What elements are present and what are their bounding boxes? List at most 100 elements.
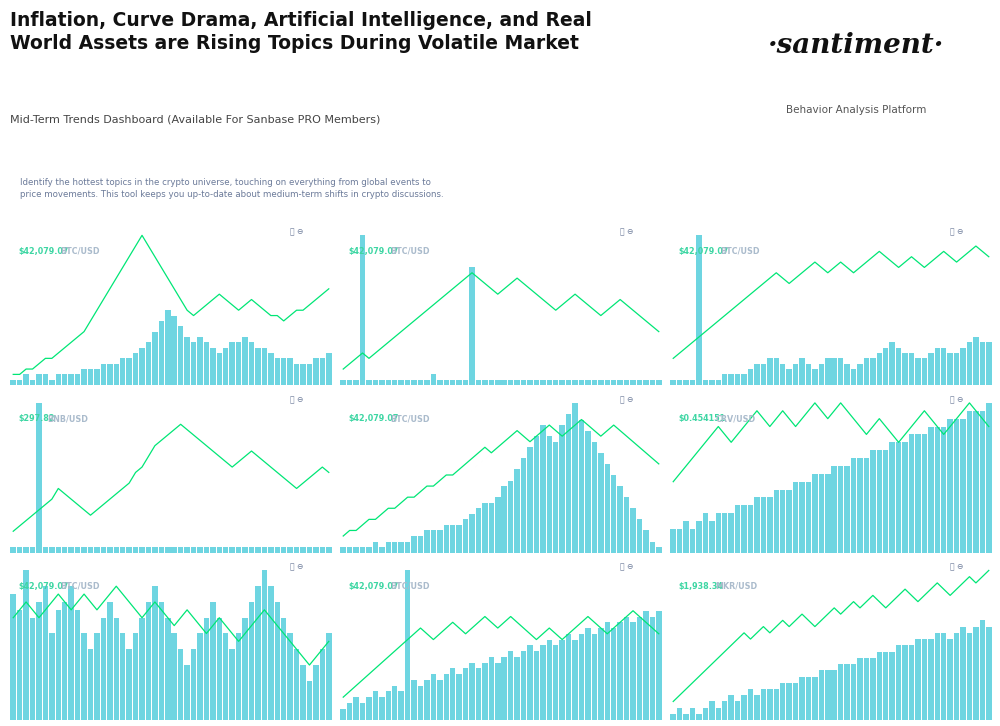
Bar xyxy=(405,571,410,720)
Bar xyxy=(928,639,934,720)
Bar xyxy=(353,380,359,385)
Bar xyxy=(255,586,261,720)
Bar xyxy=(287,359,293,385)
Bar xyxy=(392,380,397,385)
Bar xyxy=(508,380,513,385)
Bar xyxy=(94,369,100,385)
Bar xyxy=(806,482,811,552)
Text: Binance Drama: Binance Drama xyxy=(18,395,92,404)
Bar xyxy=(761,364,766,385)
Bar xyxy=(444,525,449,552)
Text: ⦿ ⊖: ⦿ ⊖ xyxy=(620,227,634,237)
Bar xyxy=(941,633,946,720)
Bar xyxy=(307,364,312,385)
Bar xyxy=(973,627,979,720)
Bar xyxy=(935,633,940,720)
Bar xyxy=(851,458,856,552)
Bar xyxy=(540,645,546,720)
Bar xyxy=(754,696,760,720)
Bar xyxy=(774,359,779,385)
Bar xyxy=(366,380,372,385)
Bar xyxy=(624,497,629,552)
Bar xyxy=(437,680,443,720)
Bar xyxy=(954,353,959,385)
Bar xyxy=(514,380,520,385)
Bar xyxy=(851,664,856,720)
Bar xyxy=(366,697,372,720)
Bar xyxy=(501,486,507,552)
Bar xyxy=(683,380,689,385)
Bar xyxy=(915,434,921,552)
Bar xyxy=(986,403,992,552)
Bar xyxy=(677,708,682,720)
Text: BTC ETF: BTC ETF xyxy=(18,227,57,237)
Text: Bear Market: Bear Market xyxy=(348,563,408,571)
Text: Real World Assets (RWA): Real World Assets (RWA) xyxy=(678,563,799,571)
Bar xyxy=(469,514,475,552)
Bar xyxy=(360,703,365,720)
Bar xyxy=(320,359,325,385)
Bar xyxy=(754,497,760,552)
Bar xyxy=(204,618,209,720)
Bar xyxy=(960,627,966,720)
Bar xyxy=(249,602,254,720)
Bar xyxy=(566,634,571,720)
Bar xyxy=(915,359,921,385)
Bar xyxy=(326,634,332,720)
Bar xyxy=(598,628,604,720)
Text: ·santiment·: ·santiment· xyxy=(768,32,944,59)
Bar xyxy=(139,547,145,552)
Bar xyxy=(456,380,462,385)
Bar xyxy=(534,436,539,552)
Bar xyxy=(495,380,501,385)
Bar xyxy=(191,547,196,552)
Bar xyxy=(761,689,766,720)
Bar xyxy=(43,586,48,720)
Bar xyxy=(17,547,22,552)
Text: ⦿ ⊖: ⦿ ⊖ xyxy=(290,395,304,404)
Bar xyxy=(973,337,979,385)
Bar xyxy=(476,508,481,552)
Bar xyxy=(812,677,818,720)
Bar xyxy=(909,353,914,385)
Bar xyxy=(495,497,501,552)
Bar xyxy=(741,696,747,720)
Text: AI: AI xyxy=(348,395,358,404)
Bar xyxy=(294,364,299,385)
Bar xyxy=(716,513,721,552)
Bar xyxy=(986,627,992,720)
Bar xyxy=(197,337,203,385)
Bar xyxy=(709,380,715,385)
Bar xyxy=(94,547,100,552)
Bar xyxy=(242,618,248,720)
Text: $42,079.07: $42,079.07 xyxy=(348,247,398,256)
Bar xyxy=(210,602,216,720)
Bar xyxy=(126,547,132,552)
Bar xyxy=(242,547,248,552)
Bar xyxy=(139,348,145,385)
Bar xyxy=(287,634,293,720)
Text: CPI: CPI xyxy=(348,227,364,237)
Bar xyxy=(36,403,42,552)
Bar xyxy=(373,380,378,385)
Bar xyxy=(68,547,74,552)
Bar xyxy=(909,434,914,552)
Bar xyxy=(980,342,985,385)
Bar xyxy=(120,359,125,385)
Bar xyxy=(340,380,346,385)
Bar xyxy=(463,380,468,385)
Bar xyxy=(347,547,352,552)
Text: $42,079.07: $42,079.07 xyxy=(18,582,68,591)
Bar xyxy=(456,525,462,552)
Bar xyxy=(43,375,48,385)
Bar xyxy=(637,380,642,385)
Bar xyxy=(49,380,55,385)
Bar xyxy=(514,657,520,720)
Bar xyxy=(696,521,702,552)
Bar xyxy=(340,709,346,720)
Bar xyxy=(249,547,254,552)
Bar xyxy=(165,310,171,385)
Bar xyxy=(159,547,164,552)
Text: $297.82: $297.82 xyxy=(18,415,55,423)
Bar xyxy=(236,547,241,552)
